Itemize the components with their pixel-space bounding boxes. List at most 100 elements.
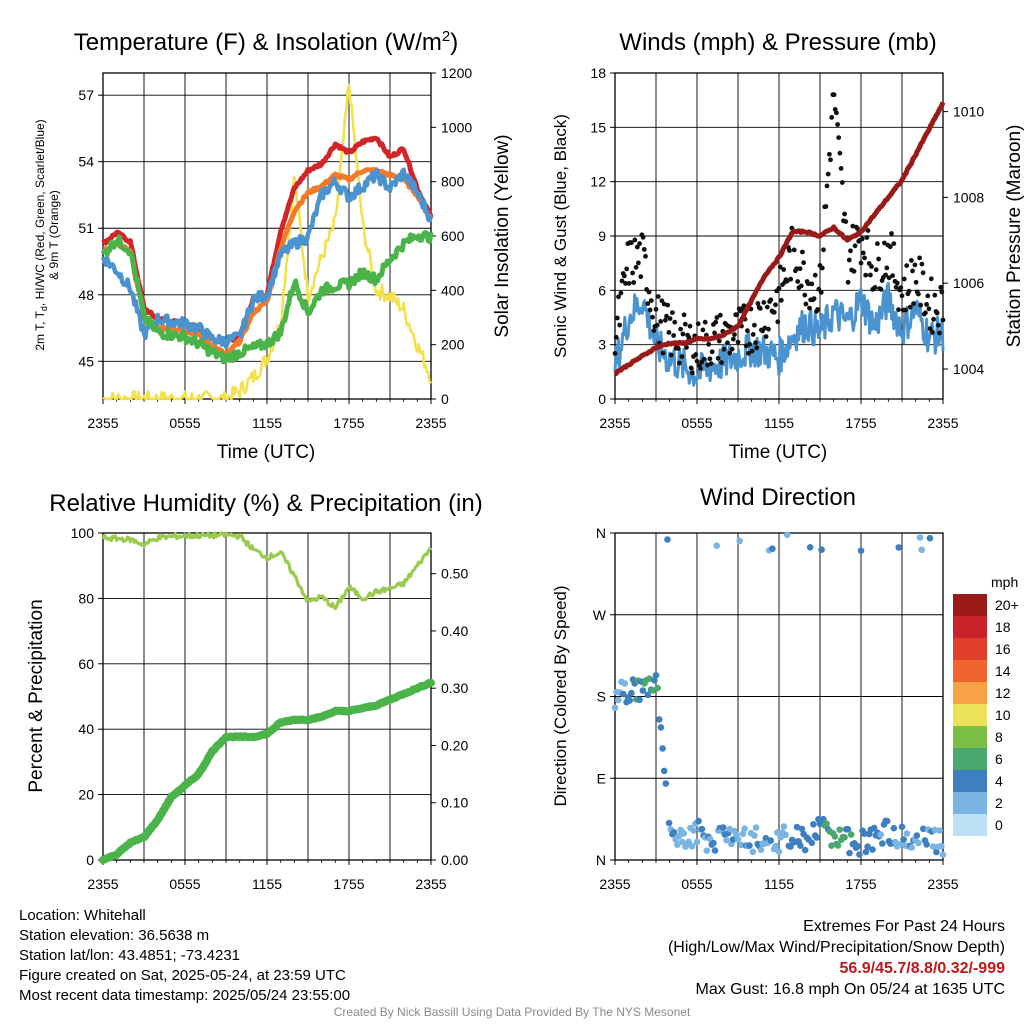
wind-gust-point	[677, 360, 682, 366]
wind-gust-point	[894, 280, 900, 286]
speed-legend-label: 0	[995, 817, 1003, 833]
wind-gust-point	[918, 302, 924, 308]
extremes-box: Extremes For Past 24 Hours (High/Low/Max…	[668, 916, 1005, 1000]
wind-xtick-label: 1755	[845, 415, 876, 431]
wind-gust-point	[734, 312, 740, 318]
wdir-point	[729, 836, 737, 843]
wdir-point	[801, 846, 809, 854]
wind-gust-point	[819, 265, 825, 271]
temp-y2tick-label: 1000	[441, 119, 472, 135]
wdir-point	[844, 825, 852, 833]
wind-gust-point	[917, 255, 922, 261]
wind-gust-point	[727, 350, 733, 356]
wind-gust-point	[802, 292, 808, 298]
wind-xtick-label: 2355	[927, 415, 958, 431]
wdir-point	[854, 842, 861, 850]
wind-gust-point	[773, 302, 778, 308]
temp-y2tick-label: 200	[441, 337, 465, 353]
wind-gust-point	[938, 284, 944, 290]
wdir-point	[856, 851, 863, 858]
speed-legend-label: 10	[995, 707, 1011, 723]
wdir-point	[767, 837, 775, 844]
wdir-point	[808, 839, 816, 847]
wdir-point	[869, 846, 876, 853]
wdir-point	[877, 831, 884, 838]
rh-y2tick-label: 0.30	[441, 680, 468, 696]
wind-gust-point	[788, 276, 794, 282]
wdir-point	[711, 847, 719, 854]
wind-y2tick-label: 1008	[953, 189, 984, 205]
wdir-frame	[614, 532, 944, 861]
rh-axes: 0 20 40 60 80 100 0.00 0.10 0.20 0.30 0.40 0.50 2355…	[71, 525, 469, 892]
wdir-point	[918, 546, 925, 554]
wdir-ytick-label: W	[593, 607, 607, 623]
wind-gust-point	[824, 183, 830, 189]
wdir-point	[656, 716, 663, 723]
wind-ytick-label: 6	[598, 282, 606, 298]
rh-series-relative-humidity	[101, 531, 433, 611]
wind-gust-point	[842, 211, 847, 217]
wind-gust-point	[730, 336, 736, 342]
wind-gust-point	[838, 166, 844, 171]
temp-y2tick-label: 800	[441, 174, 465, 190]
wdir-point	[626, 697, 634, 704]
wind-gust-point	[679, 354, 685, 359]
wind-gust-point	[716, 338, 722, 344]
rh-ytick-label: 20	[78, 787, 94, 803]
wind-gust-point	[907, 304, 913, 310]
wind-gust-point	[755, 301, 761, 306]
wind-gust-point	[815, 307, 821, 312]
wdir-point	[806, 544, 814, 551]
speed-legend-title: mph	[991, 574, 1018, 590]
wdir-point	[846, 849, 853, 857]
speed-legend-label: 12	[995, 685, 1011, 701]
recent-text: Most recent data timestamp: 2025/05/24 2…	[19, 987, 351, 1004]
wdir-xtick-label: 0555	[681, 876, 712, 892]
wind-gust-point	[904, 263, 910, 268]
temp-ytick-label: 48	[78, 287, 94, 303]
wdir-point	[926, 534, 934, 542]
wind-gust-point	[695, 321, 701, 327]
wind-gust-point	[896, 307, 901, 312]
wdir-xtick-label: 2355	[927, 876, 958, 892]
wdir-xtick-label: 2355	[599, 876, 630, 892]
wdir-point	[659, 745, 666, 752]
wdir-point	[772, 842, 779, 850]
wdir-point	[746, 842, 753, 849]
wind-ytick-label: 12	[590, 174, 606, 190]
speed-legend-swatch	[953, 682, 987, 704]
rh-ylabel: Percent & Precipitation	[26, 599, 47, 792]
wind-gust-point	[926, 306, 932, 312]
wind-gust-point	[763, 334, 769, 339]
wind-gust-point	[626, 281, 632, 286]
wind-gust-point	[859, 236, 865, 242]
temp-y2tick-label: 1200	[441, 65, 472, 81]
wind-gust-point	[930, 329, 935, 335]
rh-xtick-label: 2355	[415, 876, 446, 892]
wind-gust-point	[931, 316, 936, 322]
wind-gust-point	[860, 250, 866, 256]
temp-y2label: Solar Insolation (Yellow)	[492, 134, 513, 337]
wdir-point	[680, 830, 688, 837]
wind-gust-point	[718, 312, 723, 318]
wdir-point	[769, 545, 776, 552]
wind-gust-point	[821, 247, 826, 253]
wdir-point	[775, 848, 783, 855]
wind-ytick-label: 9	[598, 228, 606, 244]
wind-gust-point	[937, 330, 942, 336]
wind-gust-point	[805, 281, 811, 287]
wind-gust-point	[787, 248, 792, 253]
wdir-point	[915, 839, 922, 847]
wdir-point	[628, 689, 635, 697]
wind-gust-point	[666, 330, 672, 335]
wind-gust-point	[672, 319, 678, 325]
temp-y2tick-label: 400	[441, 282, 465, 298]
wind-gust-point	[712, 330, 717, 336]
wind-gust-point	[901, 276, 907, 282]
wind-gust-point	[715, 355, 721, 361]
wind-gust-point	[775, 319, 781, 325]
wind-gust-point	[878, 286, 884, 292]
wdir-title: Wind Direction	[700, 484, 856, 511]
temp-series-hi-wc	[100, 167, 434, 349]
speed-legend-label: 2	[995, 795, 1003, 811]
